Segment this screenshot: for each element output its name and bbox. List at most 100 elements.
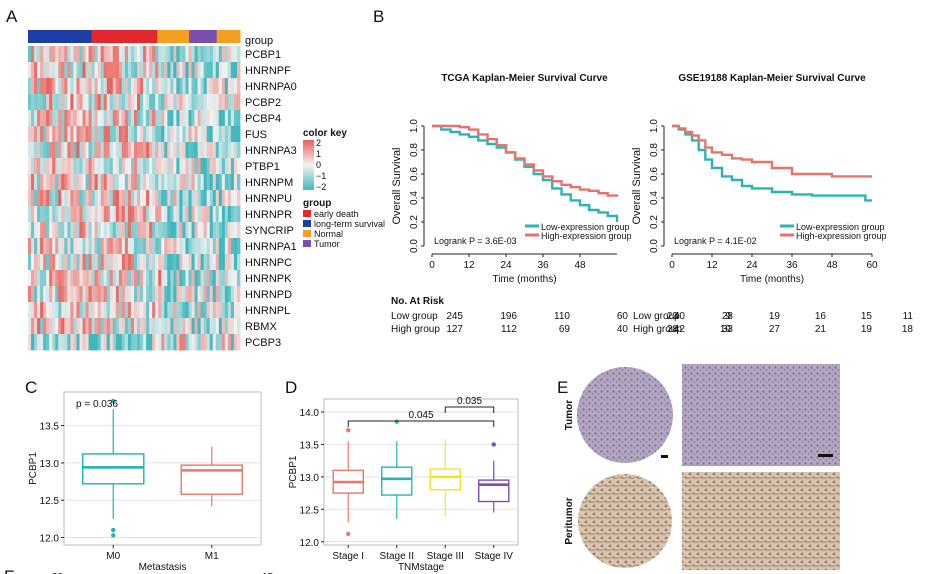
gene-label-pcbp2: PCBP2 — [245, 97, 281, 109]
color-key-title: color key — [303, 128, 347, 139]
y-tick-label: 0.0 — [409, 239, 420, 253]
risk-value: 11 — [903, 311, 914, 322]
risk-value: 40 — [617, 324, 629, 335]
risk-value: 18 — [902, 324, 914, 335]
risk-value: 127 — [446, 324, 463, 335]
box — [82, 453, 145, 485]
group-bar-segment — [91, 30, 158, 43]
panel-d-label: D — [285, 378, 297, 397]
risk-value: 15 — [861, 311, 873, 322]
y-tick-label: 1.0 — [409, 119, 420, 133]
x-tick-label: Stage II — [380, 551, 414, 562]
y-tick-label: 0.4 — [649, 191, 660, 205]
scale-bar-1 — [661, 455, 668, 458]
km-curve-high — [432, 124, 619, 197]
panel-f-label: F — [4, 567, 14, 574]
legend-swatch — [303, 240, 311, 247]
risk-table-title: No. At Risk — [391, 296, 444, 307]
legend-label: Normal — [314, 229, 343, 239]
legend-label-low: Low-expression group — [541, 222, 630, 232]
risk-value: 21 — [815, 324, 827, 335]
y-tick-label: 0.2 — [409, 215, 420, 229]
box — [429, 468, 461, 491]
legend-label: Tumor — [314, 239, 340, 249]
ihc-row-label-peritumor: Peritumor — [564, 497, 575, 544]
risk-value: 23 — [667, 311, 679, 322]
gene-label-hnrnpa3: HNRNPA3 — [245, 145, 297, 157]
x-tick-label: Stage IV — [475, 551, 514, 562]
risk-row-label: Low group — [391, 311, 438, 322]
y-tick-label: 12.0 — [300, 538, 320, 549]
ihc-tumor-high — [682, 364, 840, 466]
box — [381, 466, 413, 496]
km-gse19188: GSE19188 Kaplan-Meier Survival Curve 0.0 0… — [631, 73, 913, 335]
x-tick-label: 24 — [746, 260, 758, 271]
risk-value: 42 — [674, 324, 686, 335]
risk-value: 112 — [501, 324, 517, 335]
legend-label-high: High-expression group — [541, 231, 632, 241]
x-axis-label: Time (months) — [492, 274, 556, 285]
x-tick-label: 0 — [429, 260, 435, 271]
ihc-peritumor-high — [682, 472, 840, 570]
risk-value: 27 — [769, 324, 781, 335]
box — [478, 479, 510, 503]
gene-label-hnrnpm: HNRNPM — [245, 177, 293, 189]
x-tick-label: M1 — [205, 551, 219, 562]
x-axis-label: Time (months) — [740, 274, 804, 285]
risk-value: 110 — [554, 311, 570, 322]
km-title: TCGA Kaplan-Meier Survival Curve — [441, 73, 608, 84]
y-axis-label: Overall Survival — [631, 147, 643, 224]
y-tick-label: 0.8 — [409, 143, 420, 157]
x-tick-label: 36 — [786, 260, 798, 271]
km-title: GSE19188 Kaplan-Meier Survival Curve — [678, 73, 866, 84]
comparison-bracket — [444, 406, 495, 413]
color-key-tick: 0 — [316, 160, 321, 170]
legend-label-low: Low-expression group — [796, 222, 885, 232]
y-tick-label: 12.0 — [40, 534, 60, 545]
logrank-annotation: Logrank P = 4.1E-02 — [674, 236, 757, 246]
color-key-tick: 2 — [316, 138, 321, 148]
y-tick-label: 0.4 — [409, 191, 420, 205]
risk-value: 19 — [769, 311, 781, 322]
panel-c-label: C — [25, 378, 37, 397]
gene-label-pcbp1: PCBP1 — [245, 49, 281, 61]
group-bar-segment — [157, 30, 190, 43]
x-tick-label: Stage III — [427, 551, 464, 562]
ihc-row-label-tumor: Tumor — [564, 400, 575, 430]
x-tick-label: 12 — [706, 260, 718, 271]
panel-b-label: B — [373, 7, 384, 26]
y-tick-label: 14.0 — [300, 408, 320, 419]
y-tick-label: 13.5 — [40, 422, 60, 433]
gene-label-syncrip: SYNCRIP — [245, 225, 294, 237]
risk-value: 33 — [722, 324, 734, 335]
legend-swatch — [303, 220, 311, 227]
comparison-label: 0.045 — [408, 410, 433, 421]
x-tick-label: M0 — [106, 551, 120, 562]
x-tick-label: 48 — [826, 260, 838, 271]
risk-value: 196 — [500, 311, 517, 322]
y-tick-label: 0.0 — [649, 239, 660, 253]
y-tick-label: 12.5 — [40, 496, 60, 507]
gene-label-rbmx: RBMX — [245, 321, 277, 333]
risk-value: 28 — [667, 324, 679, 335]
x-axis-label: Metastasis — [139, 562, 187, 573]
x-tick-label: 36 — [537, 260, 549, 271]
group-legend-title: group — [303, 198, 331, 209]
y-tick-label: 0.2 — [649, 215, 660, 229]
km-curve-high — [672, 124, 872, 178]
y-tick-label: 0.6 — [409, 167, 420, 181]
y-tick-label: 13.0 — [300, 473, 320, 484]
color-key-tick: −1 — [316, 171, 326, 181]
group-bar-segment — [28, 30, 93, 43]
risk-value: 40 — [674, 311, 686, 322]
x-tick-label: 60 — [866, 260, 878, 271]
ihc-tumor-core — [577, 367, 673, 463]
ihc-panel: Tumor Peritumor — [564, 364, 840, 570]
gene-label-hnrnpa1: HNRNPA1 — [245, 241, 297, 253]
comparison-bracket — [347, 420, 495, 427]
group-bar-label: group — [245, 35, 273, 47]
y-tick-label: 0.8 — [649, 143, 660, 157]
color-key-ticks: 210−1−2 — [316, 138, 326, 192]
boxplot-tnmstage: 12.0 12.5 13.0 13.5 14.0 Stage I Stage II Stage… — [288, 396, 519, 573]
